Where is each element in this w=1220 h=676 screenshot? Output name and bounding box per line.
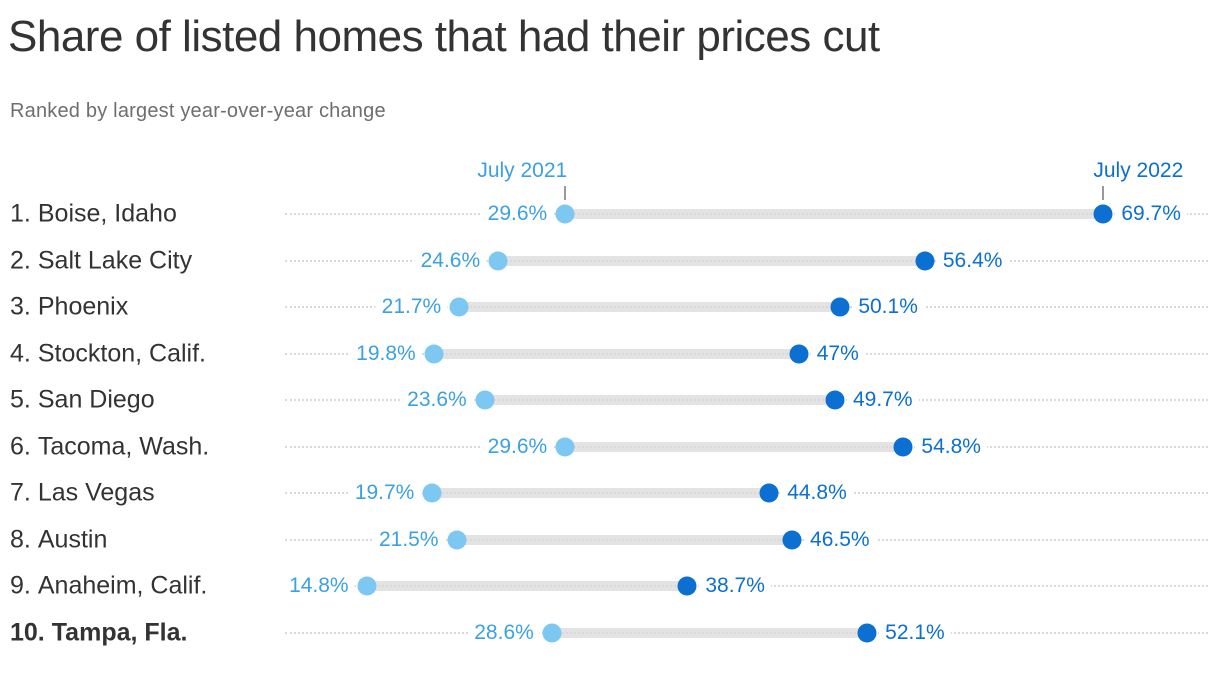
row-city-name: San Diego bbox=[37, 385, 155, 414]
row-rank: 8. bbox=[10, 525, 31, 553]
july-2022-dot bbox=[759, 483, 779, 503]
row-city-label: 7. Las Vegas bbox=[10, 479, 155, 508]
july-2022-dot bbox=[893, 437, 913, 456]
row-rank: 2. bbox=[10, 246, 31, 274]
july-2021-dot bbox=[555, 204, 575, 224]
value-label-july-2021: 29.6% bbox=[481, 201, 554, 227]
value-label-july-2021: 23.6% bbox=[401, 387, 473, 413]
july-2021-dot bbox=[422, 483, 442, 503]
value-label-july-2021: 29.6% bbox=[481, 433, 554, 460]
july-2022-dot bbox=[677, 576, 697, 596]
july-2022-dot bbox=[1093, 204, 1113, 224]
row-city-name: Stockton, Calif. bbox=[37, 339, 206, 367]
july-2021-dot bbox=[555, 437, 575, 456]
row-rank: 7. bbox=[10, 478, 31, 507]
july-2021-dot bbox=[475, 390, 495, 410]
value-label-july-2021: 28.6% bbox=[468, 619, 540, 646]
july-2022-dot bbox=[825, 390, 845, 410]
row-leader-line bbox=[285, 445, 1208, 448]
value-label-july-2022: 56.4% bbox=[936, 247, 1009, 274]
row-leader-line bbox=[285, 538, 1208, 541]
row-leader-line bbox=[285, 213, 1208, 215]
row-city-label: 6. Tacoma, Wash. bbox=[10, 432, 209, 461]
row-rank: 1. bbox=[10, 199, 31, 228]
row-city-label: 2. Salt Lake City bbox=[10, 246, 192, 275]
july-2022-dot bbox=[857, 623, 877, 642]
row-rank: 6. bbox=[10, 432, 31, 460]
row-city-name: Tacoma, Wash. bbox=[37, 432, 210, 460]
row-city-label: 4. Stockton, Calif. bbox=[10, 339, 206, 368]
value-label-july-2022: 52.1% bbox=[879, 619, 951, 646]
july-2021-dot bbox=[447, 530, 467, 549]
july-2021-dot bbox=[449, 297, 469, 317]
value-label-july-2021: 21.5% bbox=[372, 526, 445, 553]
row-city-name: Anaheim, Calif. bbox=[37, 571, 208, 600]
value-label-july-2021: 24.6% bbox=[414, 247, 487, 274]
value-label-july-2021: 21.7% bbox=[375, 294, 448, 320]
row-rank: 4. bbox=[10, 339, 31, 367]
value-label-july-2021: 14.8% bbox=[283, 573, 355, 599]
value-label-july-2022: 54.8% bbox=[915, 433, 987, 460]
july-2021-dot bbox=[488, 251, 508, 270]
row-rank: 3. bbox=[10, 292, 31, 321]
row-city-label: 5. San Diego bbox=[10, 386, 155, 415]
row-rank: 10. bbox=[10, 618, 45, 646]
row-leader-line bbox=[285, 631, 1208, 634]
row-city-label: 10. Tampa, Fla. bbox=[10, 618, 187, 647]
row-city-name: Salt Lake City bbox=[37, 246, 193, 274]
july-2022-dot bbox=[782, 530, 802, 549]
row-leader-line bbox=[285, 352, 1208, 355]
value-label-july-2022: 50.1% bbox=[852, 294, 924, 320]
value-label-july-2021: 19.7% bbox=[348, 480, 421, 506]
row-city-name: Tampa, Fla. bbox=[51, 618, 188, 646]
row-city-name: Boise, Idaho bbox=[37, 199, 177, 228]
value-label-july-2022: 47% bbox=[810, 340, 865, 367]
value-label-july-2022: 38.7% bbox=[699, 573, 771, 599]
legend-label-july-2021: July 2021 bbox=[477, 159, 568, 182]
value-label-july-2022: 49.7% bbox=[846, 387, 919, 413]
row-city-name: Austin bbox=[37, 525, 108, 553]
row-leader-line bbox=[285, 492, 1208, 494]
value-label-july-2022: 44.8% bbox=[781, 480, 853, 506]
row-city-name: Las Vegas bbox=[37, 478, 155, 507]
chart-title: Share of listed homes that had their pri… bbox=[8, 12, 880, 61]
legend-tick-2021 bbox=[564, 186, 567, 200]
row-rank: 9. bbox=[10, 571, 31, 600]
july-2022-dot bbox=[830, 297, 850, 317]
july-2022-dot bbox=[915, 251, 935, 270]
row-city-label: 3. Phoenix bbox=[10, 293, 128, 322]
row-city-label: 9. Anaheim, Calif. bbox=[10, 572, 207, 601]
row-leader-line bbox=[285, 306, 1208, 308]
july-2021-dot bbox=[357, 576, 377, 596]
row-city-label: 8. Austin bbox=[10, 525, 107, 554]
chart-subtitle: Ranked by largest year-over-year change bbox=[10, 100, 386, 122]
row-leader-line bbox=[285, 399, 1208, 401]
legend-label-july-2022: July 2022 bbox=[1093, 159, 1184, 182]
value-label-july-2022: 46.5% bbox=[804, 526, 876, 553]
row-city-label: 1. Boise, Idaho bbox=[10, 200, 177, 229]
july-2022-dot bbox=[789, 344, 809, 363]
july-2021-dot bbox=[542, 623, 562, 642]
value-label-july-2021: 19.8% bbox=[350, 340, 422, 367]
value-label-july-2022: 69.7% bbox=[1115, 201, 1187, 227]
row-rank: 5. bbox=[10, 385, 31, 414]
row-leader-line bbox=[285, 259, 1208, 262]
row-city-name: Phoenix bbox=[37, 292, 129, 321]
july-2021-dot bbox=[424, 344, 444, 363]
legend-tick-2022 bbox=[1102, 186, 1105, 200]
